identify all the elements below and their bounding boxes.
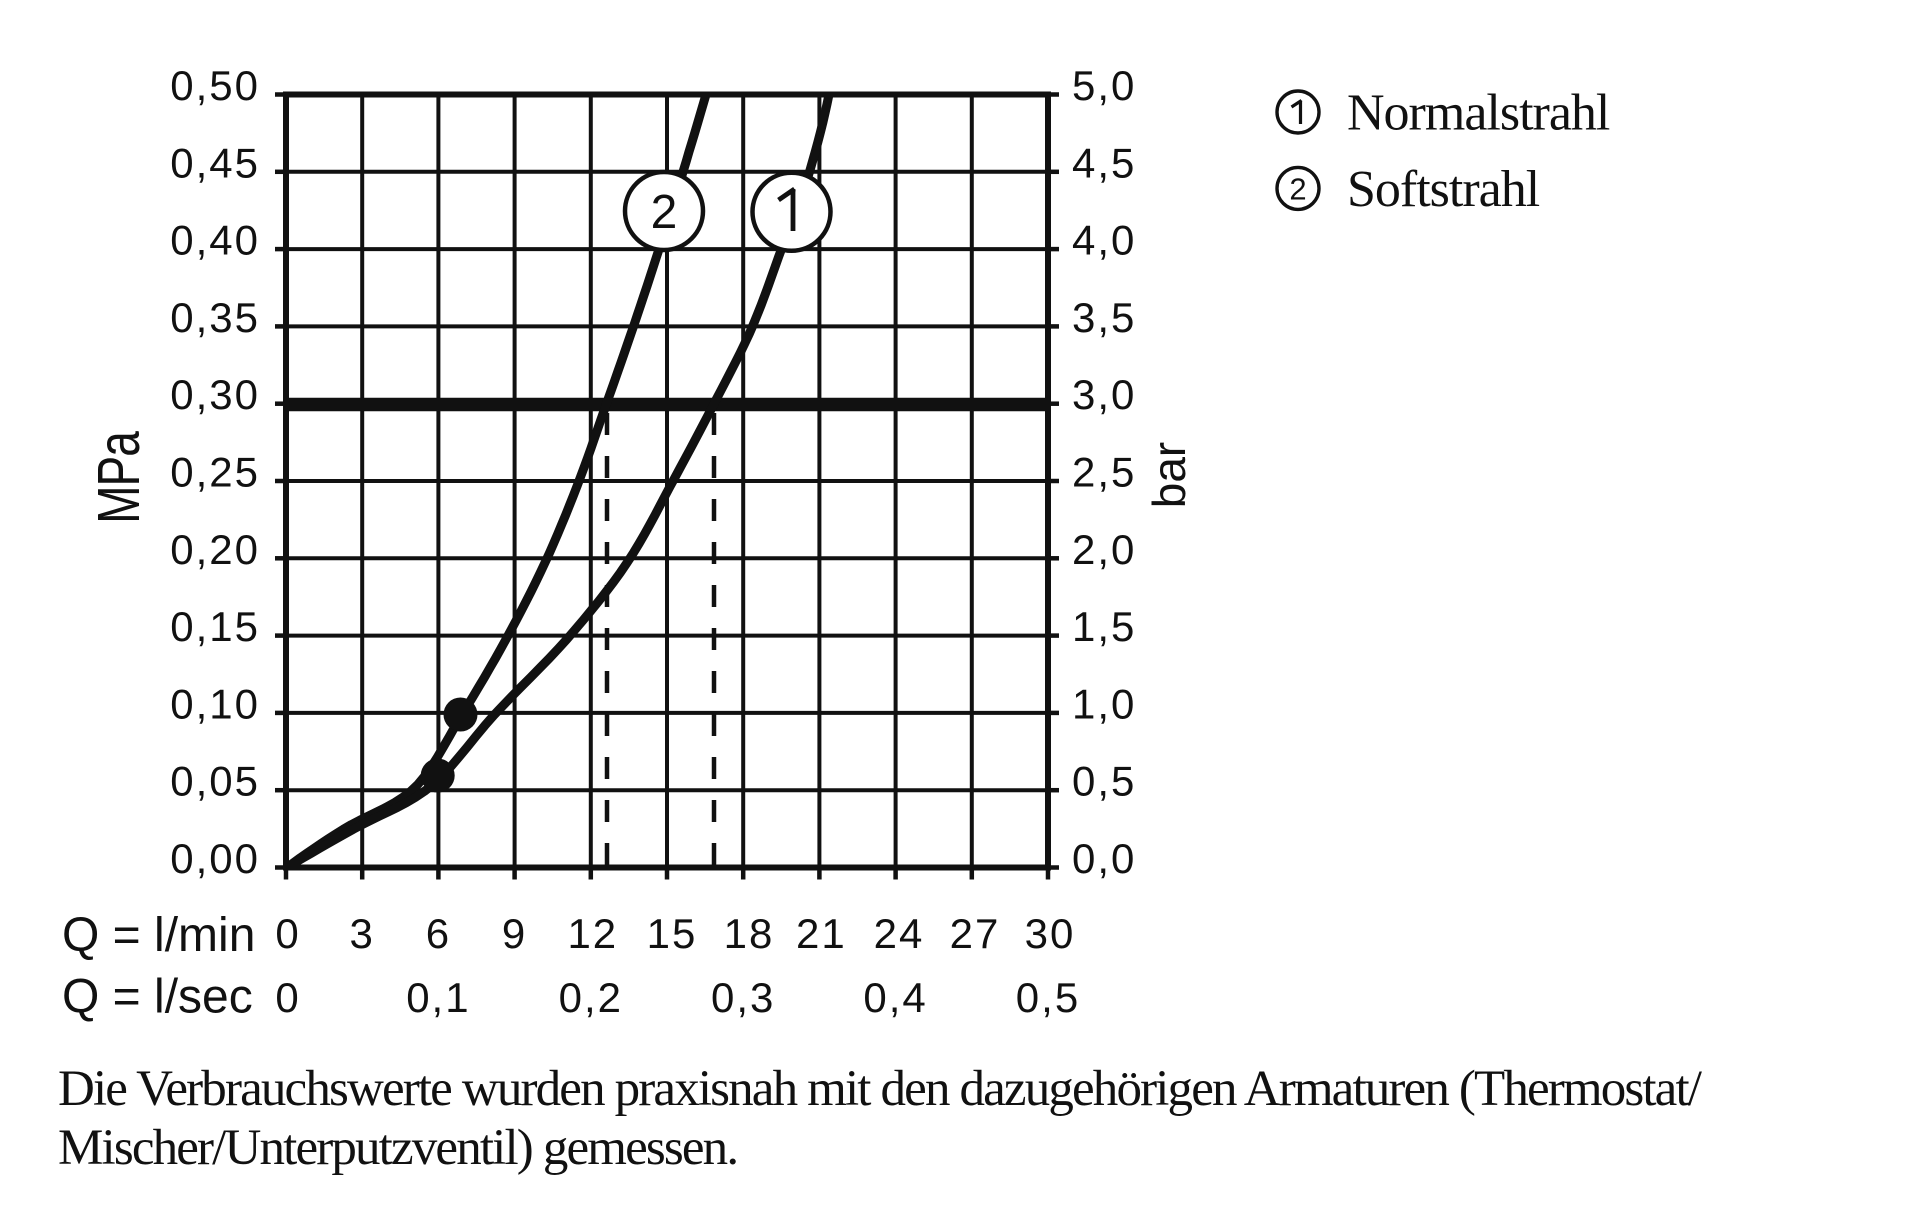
svg-text:bar: bar (1143, 442, 1195, 508)
svg-text:Q = l/min: Q = l/min (62, 909, 255, 962)
svg-text:0,50: 0,50 (170, 62, 260, 109)
svg-text:Normalstrahl: Normalstrahl (1347, 85, 1610, 142)
svg-text:0,1: 0,1 (406, 974, 470, 1021)
svg-text:0: 0 (275, 974, 300, 1021)
svg-text:Q = l/sec: Q = l/sec (62, 971, 253, 1024)
svg-text:2: 2 (1289, 171, 1306, 206)
svg-text:0,10: 0,10 (170, 680, 260, 727)
svg-text:Die Verbrauchswerte wurden pra: Die Verbrauchswerte wurden praxisnah mit… (58, 1061, 1703, 1117)
svg-text:0,2: 0,2 (559, 974, 623, 1021)
svg-text:15: 15 (647, 910, 698, 957)
svg-text:0,15: 0,15 (170, 603, 260, 650)
svg-text:5,0: 5,0 (1072, 62, 1136, 109)
svg-text:2,0: 2,0 (1072, 526, 1136, 573)
svg-text:MPa: MPa (86, 431, 152, 524)
svg-text:27: 27 (950, 910, 1001, 957)
svg-text:0,00: 0,00 (170, 835, 260, 882)
svg-text:21: 21 (796, 910, 847, 957)
svg-text:0: 0 (275, 910, 300, 957)
svg-text:0,4: 0,4 (863, 974, 927, 1021)
svg-text:0,3: 0,3 (711, 974, 775, 1021)
svg-text:4,5: 4,5 (1072, 139, 1136, 186)
svg-text:18: 18 (724, 910, 775, 957)
svg-text:3: 3 (350, 910, 375, 957)
svg-text:0,05: 0,05 (170, 758, 260, 805)
svg-text:0,40: 0,40 (170, 217, 260, 264)
svg-text:30: 30 (1025, 910, 1076, 957)
svg-text:2,5: 2,5 (1072, 449, 1136, 496)
svg-text:1,0: 1,0 (1072, 680, 1136, 727)
svg-text:3,5: 3,5 (1072, 294, 1136, 341)
svg-text:12: 12 (567, 910, 618, 957)
svg-text:0,20: 0,20 (170, 526, 260, 573)
svg-text:0,5: 0,5 (1016, 974, 1080, 1021)
svg-text:4,0: 4,0 (1072, 217, 1136, 264)
svg-text:0,25: 0,25 (170, 449, 260, 496)
svg-text:6: 6 (426, 910, 451, 957)
svg-text:0,5: 0,5 (1072, 758, 1136, 805)
svg-text:1,5: 1,5 (1072, 603, 1136, 650)
svg-text:3,0: 3,0 (1072, 371, 1136, 418)
svg-text:2: 2 (651, 186, 678, 239)
svg-text:24: 24 (874, 910, 925, 957)
svg-text:Softstrahl: Softstrahl (1347, 161, 1540, 218)
svg-text:9: 9 (502, 910, 527, 957)
svg-text:0,30: 0,30 (170, 371, 260, 418)
svg-text:0,35: 0,35 (170, 294, 260, 341)
svg-text:0,0: 0,0 (1072, 835, 1136, 882)
svg-text:0,45: 0,45 (170, 139, 260, 186)
svg-text:Mischer/Unterputzventil) gemes: Mischer/Unterputzventil) gemessen. (58, 1120, 737, 1176)
